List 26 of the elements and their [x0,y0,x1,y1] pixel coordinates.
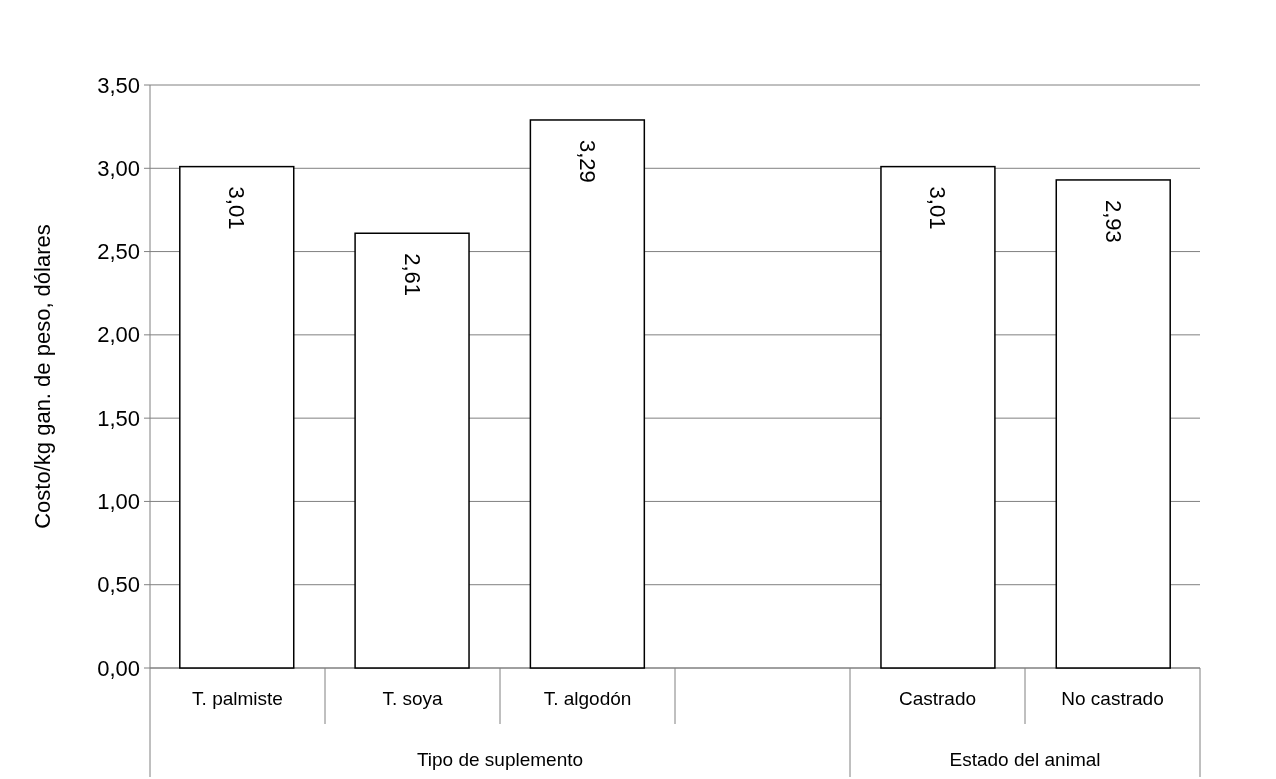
y-tick-label: 1,50 [97,405,140,431]
y-tick-label: 3,50 [97,72,140,98]
text: Estado del animal [949,748,1101,770]
x-tick-label: T. soya [382,687,444,709]
bar [880,165,996,669]
x-tick-label: T. algodón [543,687,632,709]
data-label: 3,01 [224,186,250,230]
data-label: 3,29 [574,139,600,183]
y-tick-label: 0,50 [97,572,140,598]
data-label: 2,93 [1100,199,1126,243]
x-tick-label: Castrado [898,687,977,709]
y-tick-label: 2,50 [97,239,140,265]
x-tick-label: No castrado [1061,687,1164,709]
bar [354,232,470,669]
data-label: 2,61 [399,253,425,297]
y-tick-label: 0,00 [97,655,140,681]
bar [1055,179,1171,669]
x-tick-label: T. palmiste [192,687,283,709]
y-tick-label: 3,00 [97,155,140,181]
y-tick-label: 1,00 [97,488,140,514]
bar [179,165,295,669]
data-label: 3,01 [925,186,951,230]
y-tick-label: 2,00 [97,322,140,348]
bar [529,119,646,669]
text: Tipo de suplemento [416,748,584,770]
y-axis-title: Costo/kg gan. de peso, dólares [29,224,55,529]
